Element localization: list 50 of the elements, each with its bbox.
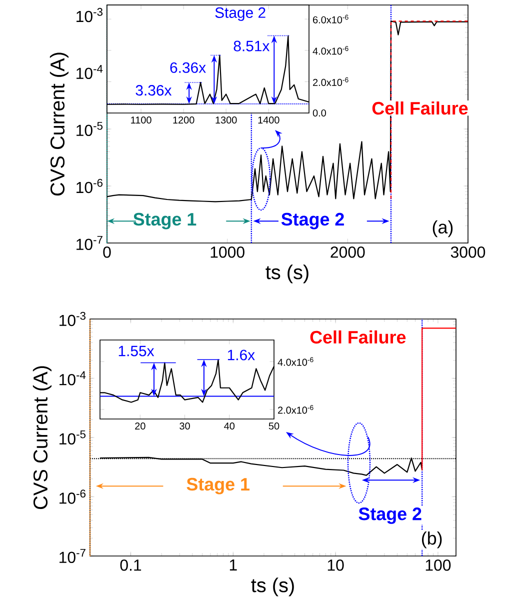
annotation: Stage 1	[133, 212, 196, 230]
annotation: Cell Failure	[310, 330, 406, 344]
annotation: Stage 2	[358, 508, 422, 524]
y-tick-label: 2.0x10$^{-6}$	[313, 77, 348, 86]
y-tick-label: 10$^{-5}$	[60, 430, 86, 445]
x-tick-label: 1400	[258, 116, 280, 124]
y-tick-label: 10$^{-3}$	[76, 8, 102, 22]
x-tick-label: 1200	[173, 116, 194, 124]
x-tick-label: 20	[135, 422, 146, 430]
x-tick-label: 1100	[131, 116, 152, 124]
x-tick-label: 3000	[450, 246, 486, 258]
annotation: 1.6x	[228, 350, 255, 360]
y-tick-label: 10$^{-4}$	[76, 64, 103, 80]
y-tick-label: 4.0x10$^{-6}$	[278, 357, 314, 366]
chart-title: Stage 2	[215, 7, 266, 21]
x-tick-label: 1000	[210, 246, 244, 258]
annotation: Stage 1	[186, 478, 250, 494]
annotation: 1.55x	[118, 346, 154, 356]
y-tick-label: 10$^{-4}$	[60, 371, 86, 386]
x-tick-label: 1300	[216, 116, 237, 124]
x-tick-label: 30	[180, 422, 190, 430]
annotation: 3.36x	[136, 85, 172, 96]
y-axis-title: CVS Current (A)	[50, 52, 68, 196]
y-axis-title: CVS Current (A)	[32, 366, 52, 509]
x-tick-label: 1	[230, 560, 237, 570]
x-tick-label: 100	[426, 560, 451, 571]
annotation: 6.36x	[170, 62, 206, 73]
annotation: (a)	[432, 220, 453, 238]
x-axis-title: ts (s)	[266, 264, 308, 284]
y-tick-label: 10$^{-6}$	[60, 490, 86, 504]
y-tick-label: 6.0x10$^{-6}$	[313, 14, 348, 24]
annotation: Stage 2	[281, 212, 344, 230]
x-tick-label: 10	[328, 560, 344, 571]
y-tick-label: 10$^{-7}$	[60, 548, 86, 564]
annotation: Cell Failure	[372, 101, 468, 115]
x-tick-label: 0	[103, 246, 111, 258]
y-tick-label: 10$^{-6}$	[76, 178, 102, 194]
y-tick-label: 10$^{-5}$	[76, 122, 103, 136]
annotation: (b)	[422, 532, 442, 548]
y-tick-label: 2.0x10$^{-6}$	[278, 405, 314, 414]
annotation: 8.51x	[234, 40, 270, 52]
y-tick-label: 10$^{-3}$	[60, 312, 86, 326]
y-tick-label: 4.0x10$^{-6}$	[312, 46, 348, 55]
x-tick-label: 50	[268, 422, 280, 430]
x-tick-label: 0.1	[120, 560, 142, 571]
x-tick-label: 2000	[330, 246, 365, 258]
x-axis-title: ts (s)	[251, 578, 294, 596]
x-tick-label: 40	[224, 422, 235, 430]
y-tick-label: 10$^{-7}$	[76, 236, 102, 250]
y-tick-label: 0.0	[312, 109, 326, 117]
